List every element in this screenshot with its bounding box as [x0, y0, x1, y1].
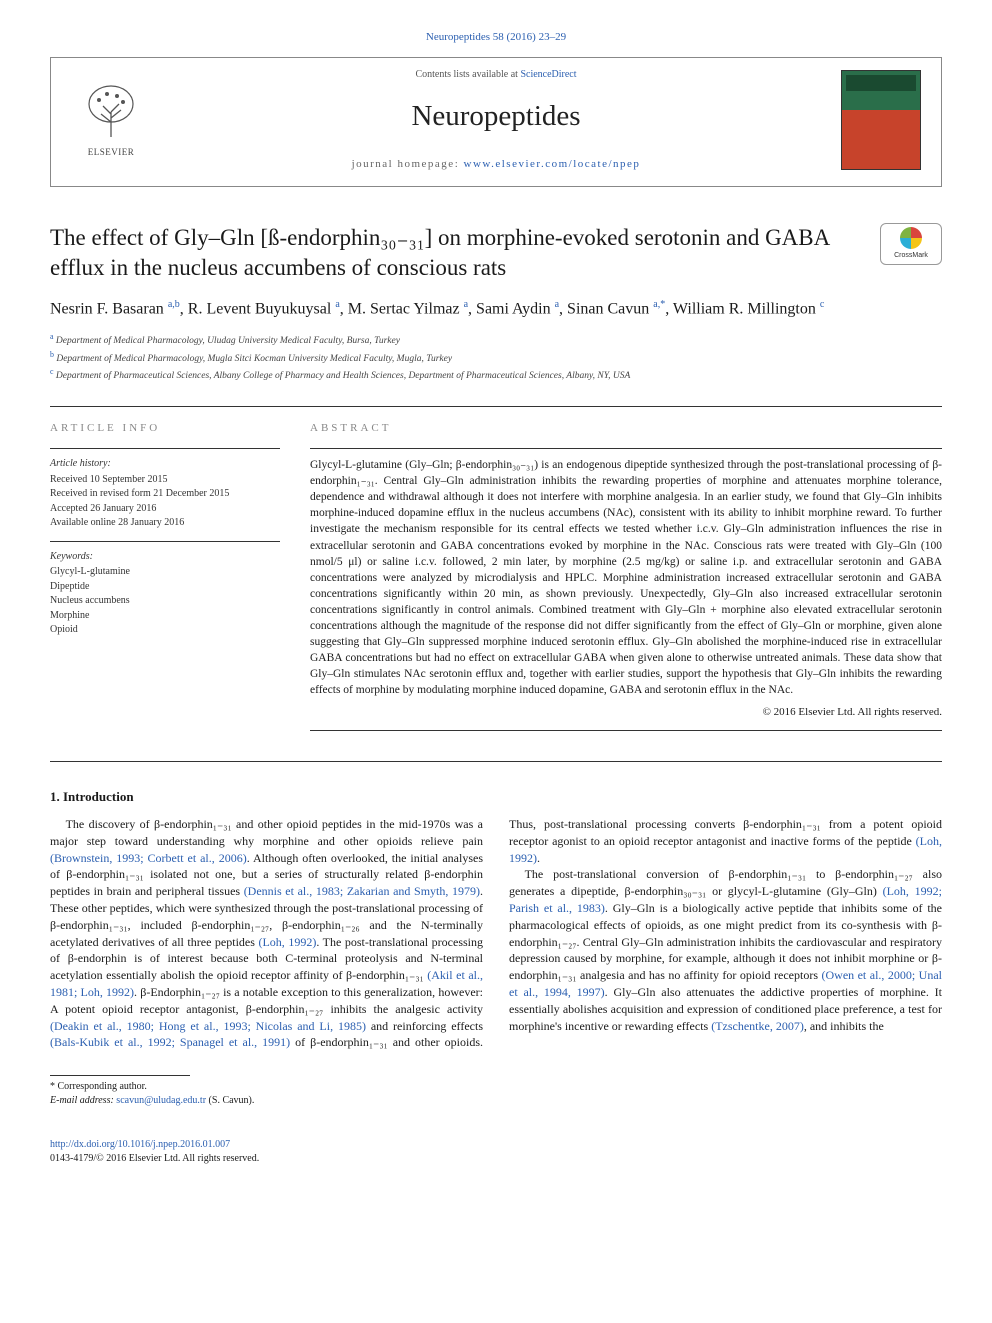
citation-link[interactable]: (Loh, 1992): [258, 935, 316, 949]
info-abstract-row: ARTICLE INFO Article history: Received 1…: [50, 421, 942, 739]
citation-link[interactable]: (Bals-Kubik et al., 1992; Spanagel et al…: [50, 1035, 290, 1049]
email-link[interactable]: scavun@uludag.edu.tr: [116, 1095, 206, 1106]
article-head: The effect of Gly–Gln [ß-endorphin₃₀₋₃₁]…: [50, 223, 942, 283]
elsevier-logo[interactable]: ELSEVIER: [71, 75, 151, 165]
divider-bottom: [50, 761, 942, 762]
header-center: Contents lists available at ScienceDirec…: [171, 68, 821, 172]
contents-prefix: Contents lists available at: [415, 69, 520, 80]
keyword: Dipeptide: [50, 580, 280, 595]
homepage-prefix: journal homepage:: [352, 158, 464, 170]
keyword: Opioid: [50, 623, 280, 638]
keyword: Glycyl-L-glutamine: [50, 565, 280, 580]
affiliations: a Department of Medical Pharmacology, Ul…: [50, 331, 942, 383]
body-text: The discovery of β-endorphin₁₋₃₁ and oth…: [50, 816, 942, 1051]
journal-cover-thumbnail[interactable]: [841, 70, 921, 170]
corresp-label: * Corresponding author.: [50, 1080, 942, 1094]
abstract-copyright: © 2016 Elsevier Ltd. All rights reserved…: [310, 705, 942, 720]
crossmark-icon: [900, 227, 922, 249]
history-label: Article history:: [50, 457, 280, 472]
elsevier-tree-icon: [81, 82, 141, 142]
journal-header-box: ELSEVIER Contents lists available at Sci…: [50, 57, 942, 187]
doi-link[interactable]: http://dx.doi.org/10.1016/j.npep.2016.01…: [50, 1138, 942, 1152]
citation-link[interactable]: (Brownstein, 1993; Corbett et al., 2006): [50, 851, 247, 865]
citation-link[interactable]: (Tzschentke, 2007): [711, 1019, 804, 1033]
email-label: E-mail address:: [50, 1095, 116, 1106]
history-line: Received 10 September 2015: [50, 473, 280, 488]
history-line: Received in revised form 21 December 201…: [50, 487, 280, 502]
page: Neuropeptides 58 (2016) 23–29 ELSEVIER C…: [0, 0, 992, 1196]
abstract-label: ABSTRACT: [310, 421, 942, 436]
citation-link[interactable]: (Deakin et al., 1980; Hong et al., 1993;…: [50, 1019, 366, 1033]
info-hr-2: [50, 541, 280, 542]
footer-hr: [50, 1075, 190, 1076]
affiliation-c: c Department of Pharmaceutical Sciences,…: [50, 366, 942, 383]
sciencedirect-link[interactable]: ScienceDirect: [520, 69, 576, 80]
contents-line: Contents lists available at ScienceDirec…: [171, 68, 821, 82]
authors: Nesrin F. Basaran a,b, R. Levent Buyukuy…: [50, 297, 942, 321]
corresponding-author-footer: * Corresponding author. E-mail address: …: [50, 1075, 942, 1108]
crossmark-badge[interactable]: CrossMark: [880, 223, 942, 265]
article-history: Article history: Received 10 September 2…: [50, 457, 280, 531]
history-line: Accepted 26 January 2016: [50, 502, 280, 517]
divider-top: [50, 406, 942, 407]
abstract-hr: [310, 448, 942, 449]
issn-copyright: 0143-4179/© 2016 Elsevier Ltd. All right…: [50, 1152, 942, 1166]
info-hr-1: [50, 448, 280, 449]
crossmark-label: CrossMark: [894, 251, 928, 261]
elsevier-text: ELSEVIER: [88, 146, 135, 159]
article-info-column: ARTICLE INFO Article history: Received 1…: [50, 421, 280, 739]
keywords-label: Keywords:: [50, 550, 280, 565]
article-title: The effect of Gly–Gln [ß-endorphin₃₀₋₃₁]…: [50, 223, 860, 283]
citation-link[interactable]: (Dennis et al., 1983; Zakarian and Smyth…: [244, 884, 480, 898]
email-suffix: (S. Cavun).: [206, 1095, 254, 1106]
affiliation-b: b Department of Medical Pharmacology, Mu…: [50, 349, 942, 366]
journal-title: Neuropeptides: [171, 96, 821, 137]
history-line: Available online 28 January 2016: [50, 516, 280, 531]
affiliation-a: a Department of Medical Pharmacology, Ul…: [50, 331, 942, 348]
corresp-email-line: E-mail address: scavun@uludag.edu.tr (S.…: [50, 1094, 942, 1108]
keywords-block: Keywords: Glycyl-L-glutamine Dipeptide N…: [50, 550, 280, 638]
keyword: Nucleus accumbens: [50, 594, 280, 609]
top-citation[interactable]: Neuropeptides 58 (2016) 23–29: [50, 30, 942, 45]
intro-heading: 1. Introduction: [50, 788, 942, 806]
article-info-label: ARTICLE INFO: [50, 421, 280, 436]
abstract-hr-bottom: [310, 730, 942, 731]
homepage-link[interactable]: www.elsevier.com/locate/npep: [464, 158, 641, 170]
doi-block: http://dx.doi.org/10.1016/j.npep.2016.01…: [50, 1138, 942, 1166]
intro-p3: The post-translational conversion of β-e…: [509, 866, 942, 1034]
journal-homepage: journal homepage: www.elsevier.com/locat…: [171, 157, 821, 172]
abstract-column: ABSTRACT Glycyl-L-glutamine (Gly–Gln; β-…: [310, 421, 942, 739]
keyword: Morphine: [50, 609, 280, 624]
abstract-text: Glycyl-L-glutamine (Gly–Gln; β-endorphin…: [310, 457, 942, 698]
